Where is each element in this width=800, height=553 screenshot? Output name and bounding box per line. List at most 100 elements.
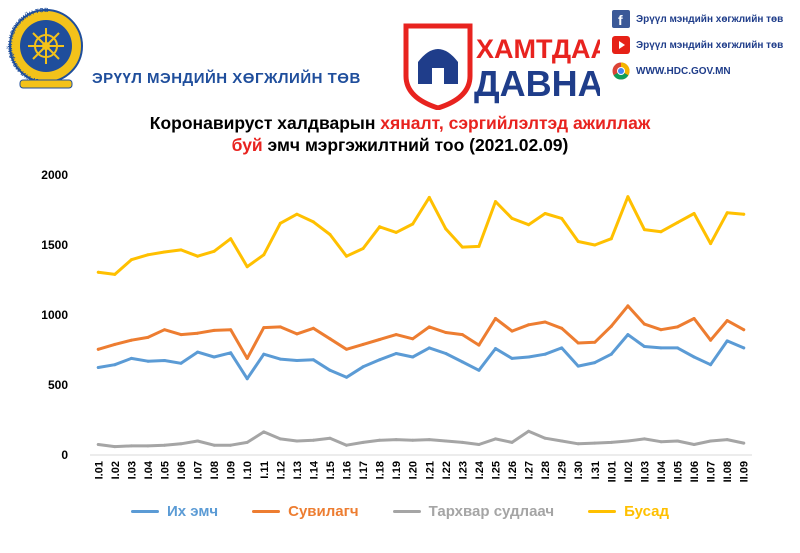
x-tick-label: I.29 [557,461,569,479]
data-point [278,221,282,225]
data-point [361,342,365,346]
data-point [345,347,349,351]
data-point [311,220,315,224]
data-point [659,440,663,444]
data-point [196,331,200,335]
data-point [96,443,100,446]
chrome-icon [612,62,630,80]
data-point [709,242,713,246]
data-point [411,337,415,341]
data-point [609,237,613,241]
x-tick-label: I.21 [424,461,436,479]
data-point [196,350,200,354]
data-point [146,359,150,363]
data-point [196,439,200,443]
data-point [345,254,349,258]
data-point [179,248,183,252]
x-tick-label: II.04 [656,460,668,482]
data-point [212,328,216,332]
data-point [593,243,597,247]
legend-item: Тархвар судлаач [392,503,554,520]
youtube-link-text: Эрүүл мэндийн хөгжлийн төв [636,39,784,51]
data-point [576,364,580,368]
data-point [460,440,464,444]
campaign-title-top: ХАМТДАА [476,34,600,64]
data-point [129,338,133,342]
org-name: ЭРҮҮЛ МЭНДИЙН ХӨГЖЛИЙН ТӨВ [92,70,361,87]
data-point [444,439,448,443]
data-point [411,355,415,359]
data-point [560,326,564,330]
x-tick-label: I.31 [590,461,602,479]
data-point [129,356,133,360]
website-link[interactable]: WWW.HDC.GOV.MN [612,60,798,82]
data-point [245,356,249,360]
data-point [444,331,448,334]
data-point [162,359,166,362]
legend-swatch [130,510,159,513]
data-point [295,439,299,443]
x-tick-label: I.11 [259,461,271,479]
data-point [609,352,613,356]
data-point [493,347,497,351]
x-tick-label: II.09 [739,461,751,482]
legend-label: Их эмч [166,503,219,520]
data-point [328,337,332,341]
data-point [212,249,216,253]
data-point [162,328,166,332]
x-tick-label: I.07 [193,461,205,479]
x-tick-label: II.06 [689,461,701,482]
data-point [460,360,464,364]
x-tick-label: I.16 [342,461,354,479]
data-point [179,361,183,365]
data-point [212,355,216,359]
youtube-link[interactable]: Эрүүл мэндийн хөгжлийн төв [612,34,798,56]
data-point [113,363,117,367]
data-point [709,338,713,342]
data-point [626,333,630,337]
data-point [626,439,630,443]
x-tick-label: I.13 [292,461,304,479]
data-point [361,247,365,250]
x-tick-label: I.12 [275,461,287,479]
x-tick-label: II.02 [623,461,635,482]
data-point [659,346,663,350]
data-point [311,438,315,442]
data-point [593,340,597,344]
data-point [576,240,580,243]
data-point [311,326,315,330]
data-point [212,443,216,447]
data-point [692,317,696,320]
data-point [278,437,282,441]
data-point [709,439,713,443]
data-point [576,442,580,446]
data-point [278,325,282,329]
data-point [510,329,514,333]
data-point [560,346,564,350]
data-point [510,440,514,444]
x-tick-label: I.28 [540,461,552,479]
x-tick-label: II.01 [606,461,618,482]
facebook-link[interactable]: f Эрүүл мэндийн хөгжлийн төв [612,8,798,30]
legend-label: Сувилагч [288,503,359,520]
x-tick-label: II.05 [673,461,685,482]
data-point [609,440,613,444]
data-point [394,333,398,337]
x-tick-label: I.03 [126,461,138,479]
facebook-icon: f [612,10,630,28]
y-tick-label: 2000 [41,168,68,182]
data-point [742,212,746,216]
data-point [96,366,100,369]
x-tick-label: I.18 [375,461,387,479]
data-point [311,358,315,362]
social-links: f Эрүүл мэндийн хөгжлийн төв Эрүүл мэнди… [612,8,798,86]
series-line-1 [96,304,746,360]
legend-item: Бусад [588,503,669,520]
y-tick-label: 0 [61,448,68,462]
data-point [676,346,680,350]
data-point [394,438,398,442]
data-point [642,437,646,441]
facebook-link-text: Эрүүл мэндийн хөгжлийн төв [636,13,784,25]
data-point [328,368,332,372]
data-point [527,323,531,327]
